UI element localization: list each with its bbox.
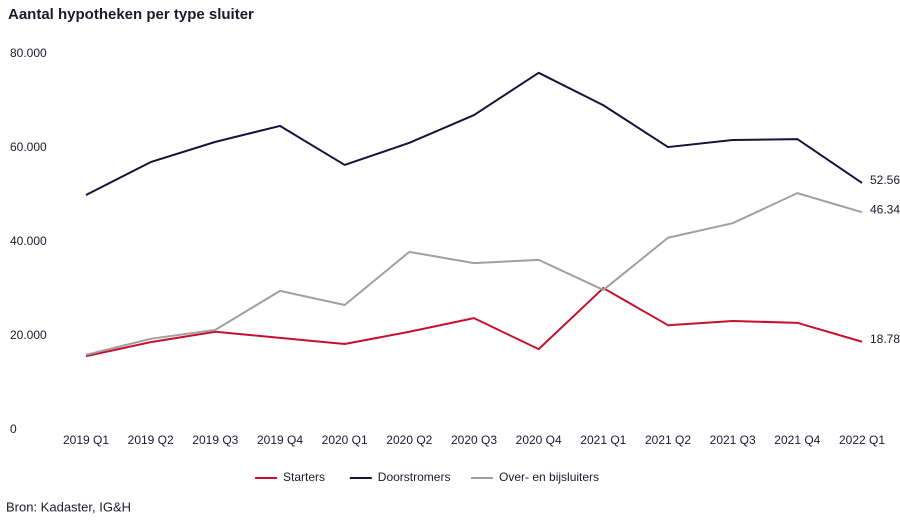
x-tick-label: 2019 Q1 [63,433,109,447]
data-label: 46.346 [870,202,900,216]
x-tick-label: 2022 Q1 [839,433,885,447]
x-tick-label: 2019 Q3 [192,433,238,447]
legend-label: Starters [283,470,325,484]
x-tick-label: 2020 Q2 [386,433,432,447]
x-tick-label: 2019 Q2 [128,433,174,447]
series-line [85,192,863,356]
legend-label: Doorstromers [378,470,451,484]
y-tick-label: 60.000 [10,140,47,154]
x-tick-label: 2020 Q4 [516,433,562,447]
y-tick-label: 40.000 [10,234,47,248]
y-tick-label: 80.000 [10,46,47,60]
legend-label: Over- en bijsluiters [499,470,599,484]
x-tick-label: 2021 Q4 [774,433,820,447]
y-tick-label: 0 [10,422,17,436]
data-label: 18.780 [870,332,900,346]
x-tick-label: 2021 Q3 [710,433,756,447]
source: Bron: Kadaster, IG&H [6,499,131,514]
x-tick-label: 2020 Q1 [322,433,368,447]
x-tick-label: 2019 Q4 [257,433,303,447]
series-line [85,287,863,358]
x-tick-label: 2020 Q3 [451,433,497,447]
series-line [85,71,863,196]
y-tick-label: 20.000 [10,328,47,342]
x-tick-label: 2021 Q2 [645,433,691,447]
chart-title: Aantal hypotheken per type sluiter [8,6,254,23]
data-label: 52.566 [870,173,900,187]
x-tick-label: 2021 Q1 [580,433,626,447]
